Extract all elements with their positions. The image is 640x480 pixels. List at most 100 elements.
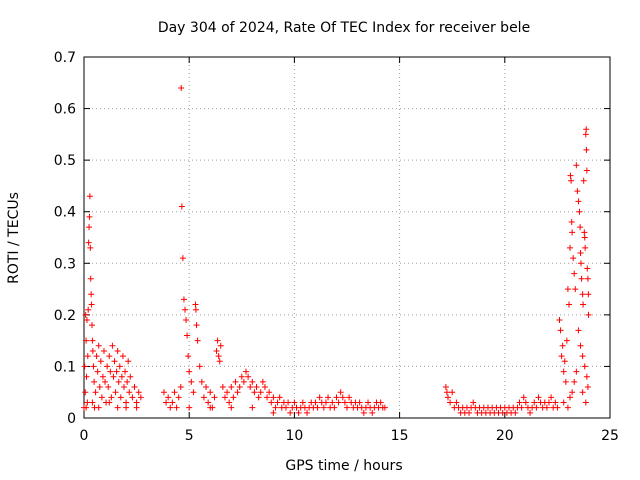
data-point: [583, 373, 590, 380]
data-point: [123, 399, 130, 406]
data-point: [124, 378, 131, 385]
data-point: [230, 394, 237, 401]
data-point: [565, 301, 572, 308]
y-axis: 0 0.1 0.2 0.3 0.4 0.5 0.6 0.7: [54, 50, 610, 427]
data-point: [200, 394, 207, 401]
data-point: [568, 219, 575, 226]
data-point: [83, 373, 90, 380]
data-point: [557, 327, 564, 334]
x-tick-label: 5: [185, 428, 194, 444]
data-point: [247, 384, 254, 391]
x-tick-label: 15: [391, 428, 409, 444]
data-point: [113, 368, 120, 375]
data-point: [190, 389, 197, 396]
data-point: [581, 234, 588, 241]
data-point: [571, 378, 578, 385]
data-point: [560, 368, 567, 375]
data-point: [123, 404, 130, 411]
data-point: [577, 249, 584, 256]
data-point: [516, 399, 523, 406]
data-point: [581, 229, 588, 236]
data-point: [337, 389, 344, 396]
data-point: [219, 384, 226, 391]
data-point: [100, 347, 107, 354]
data-point: [562, 378, 569, 385]
data-point: [184, 332, 191, 339]
data-point: [282, 404, 289, 411]
data-point: [83, 337, 90, 344]
data-point: [93, 353, 100, 360]
data-point: [249, 404, 256, 411]
data-point: [181, 306, 188, 313]
data-point: [86, 193, 93, 200]
data-point: [449, 389, 456, 396]
data-point: [470, 399, 477, 406]
data-point: [344, 404, 350, 411]
data-point: [579, 291, 586, 298]
data-point: [228, 404, 235, 411]
data-point: [251, 389, 258, 396]
data-point: [89, 347, 96, 354]
data-point: [583, 146, 590, 153]
data-point: [571, 270, 578, 277]
data-point: [582, 131, 589, 138]
data-point: [535, 394, 542, 401]
data-point: [527, 409, 534, 416]
data-point: [98, 394, 105, 401]
data-point: [110, 373, 117, 380]
data-point: [214, 337, 221, 344]
data-point: [133, 404, 140, 411]
data-point: [580, 301, 587, 308]
data-point: [179, 255, 186, 262]
data-point: [270, 409, 277, 416]
data-point: [570, 255, 577, 262]
data-point: [221, 394, 228, 401]
data-point: [178, 84, 185, 91]
data-point: [102, 378, 109, 385]
data-point: [106, 399, 113, 406]
data-point: [564, 404, 571, 411]
data-point: [106, 353, 113, 360]
data-point: [556, 317, 563, 324]
data-point: [88, 322, 95, 329]
data-point: [234, 389, 241, 396]
data-point: [369, 409, 376, 416]
data-point: [177, 384, 184, 391]
data-point: [299, 399, 306, 406]
data-point: [569, 389, 576, 396]
data-point: [171, 389, 178, 396]
data-point: [81, 363, 88, 370]
data-point: [192, 306, 199, 313]
y-axis-label: ROTI / TECUs: [6, 192, 22, 284]
data-point: [582, 399, 589, 406]
data-point: [108, 394, 115, 401]
data-point: [192, 301, 199, 308]
data-point: [518, 404, 525, 411]
data-point: [109, 342, 116, 349]
data-point: [564, 286, 571, 293]
data-point: [287, 409, 294, 416]
data-point: [578, 275, 585, 282]
data-point: [559, 342, 566, 349]
data-point: [84, 399, 91, 406]
data-point: [243, 368, 250, 375]
data-point: [585, 311, 592, 318]
data-point: [577, 224, 584, 231]
data-point: [104, 363, 111, 370]
data-point: [314, 404, 321, 411]
data-point: [91, 378, 98, 385]
data-point: [137, 394, 144, 401]
data-point: [226, 399, 233, 406]
data-point: [575, 327, 582, 334]
data-point: [584, 265, 591, 272]
data-point: [443, 389, 450, 396]
data-point: [274, 399, 281, 406]
data-point: [377, 399, 384, 406]
data-point: [95, 342, 102, 349]
data-point: [238, 373, 245, 380]
data-point: [320, 404, 327, 411]
data-point: [581, 363, 588, 370]
data-point: [196, 363, 203, 370]
data-point: [579, 353, 586, 360]
data-point: [193, 322, 200, 329]
